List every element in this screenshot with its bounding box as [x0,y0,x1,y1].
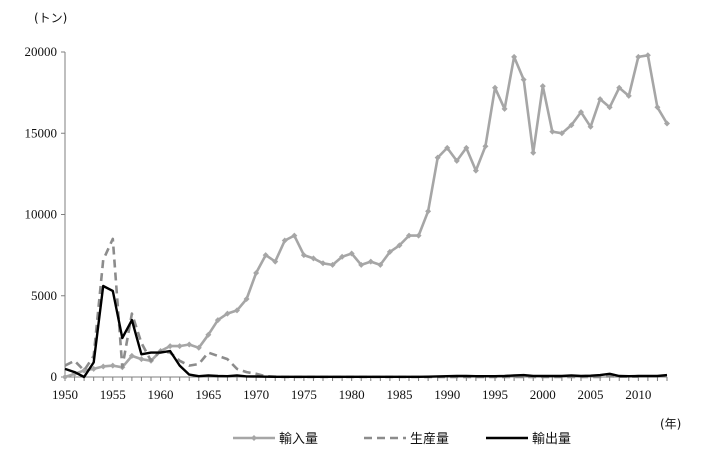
x-tick-label: 1985 [386,387,412,402]
data-point-marker [234,307,240,314]
data-point-marker [549,128,556,135]
data-point-marker [262,252,269,259]
x-tick-label: 2010 [625,387,651,402]
x-tick-label: 1965 [195,387,221,402]
y-tick-label: 10000 [25,207,58,222]
data-point-marker [358,261,365,268]
data-point-marker [243,296,250,302]
data-point-marker [348,250,355,257]
x-tick-label: 1995 [482,387,508,402]
data-point-marker [558,130,565,137]
data-point-marker [90,365,97,372]
data-point-marker [109,362,116,369]
x-tick-label: 1990 [434,387,460,402]
data-point-marker [128,352,135,359]
data-point-marker [377,261,384,268]
data-point-marker [205,331,212,338]
data-point-marker [434,154,441,161]
x-tick-label: 1950 [52,387,78,402]
tick-labels: 0 5000 10000 15000 20000 1950 1955 1960 1965 1970… [25,44,652,402]
data-point-marker [606,104,613,111]
data-point-marker [224,310,231,317]
data-point-marker [453,157,460,164]
data-point-marker [492,84,498,91]
x-tick-label: 2000 [530,387,556,402]
data-point-marker [664,120,670,127]
series-line-1 [64,53,669,379]
series-line-3 [64,284,668,379]
series-line-2 [64,237,639,379]
series-layer [62,52,670,380]
data-point-marker [339,253,346,260]
data-point-marker [444,144,451,151]
data-point-marker [578,109,584,116]
data-point-marker [511,53,518,60]
legend-label-1: 輸入量 [279,432,318,447]
data-point-marker [329,261,336,268]
data-point-marker [597,96,604,103]
data-point-marker [176,343,183,350]
x-tick-label: 1960 [148,387,174,402]
data-point-marker [138,356,145,363]
data-point-marker [320,260,326,267]
data-point-marker [367,258,374,265]
y-tick-label: 5000 [31,288,57,303]
legend-marker [251,435,257,441]
data-point-marker [644,52,651,59]
data-point-marker [300,252,307,259]
data-point-marker [167,343,174,350]
data-point-marker [530,149,537,156]
data-point-marker [635,53,642,60]
data-point-marker [272,258,279,265]
axes [61,51,668,381]
x-tick-label: 1980 [339,387,365,402]
data-point-marker [520,76,527,83]
data-point-marker [310,255,317,262]
data-point-marker [463,144,470,151]
data-point-marker [386,248,393,255]
x-axis-unit-label: (年) [660,417,681,431]
x-tick-label: 1955 [100,387,126,402]
data-point-marker [281,237,288,244]
legend-label-3: 輸出量 [532,432,571,447]
data-point-marker [472,167,479,174]
y-tick-label: 0 [51,369,58,384]
legend: 輸入量 生産量 輸出量 [233,431,571,447]
data-point-marker [501,105,508,112]
data-point-marker [100,363,107,370]
data-point-marker [396,242,403,249]
data-point-marker [415,232,422,239]
data-point-marker [195,344,202,351]
y-axis-unit-label: (トン) [34,11,67,25]
data-point-marker [625,92,632,99]
y-tick-label: 15000 [25,125,58,140]
data-point-marker [291,232,298,239]
x-tick-label: 1970 [243,387,269,402]
data-point-marker [425,208,432,215]
data-point-marker [654,104,661,111]
data-point-marker [406,232,412,239]
data-point-marker [186,341,193,348]
data-point-marker [539,83,546,90]
y-tick-label: 20000 [25,44,58,59]
data-point-marker [482,143,489,150]
x-tick-label: 2005 [578,387,604,402]
data-point-marker [616,84,623,91]
x-tick-label: 1975 [291,387,317,402]
data-point-marker [62,374,68,380]
data-point-marker [568,122,575,129]
data-point-marker [214,317,221,324]
legend-label-2: 生産量 [410,431,449,447]
data-point-marker [253,270,260,276]
data-point-marker [587,123,594,130]
